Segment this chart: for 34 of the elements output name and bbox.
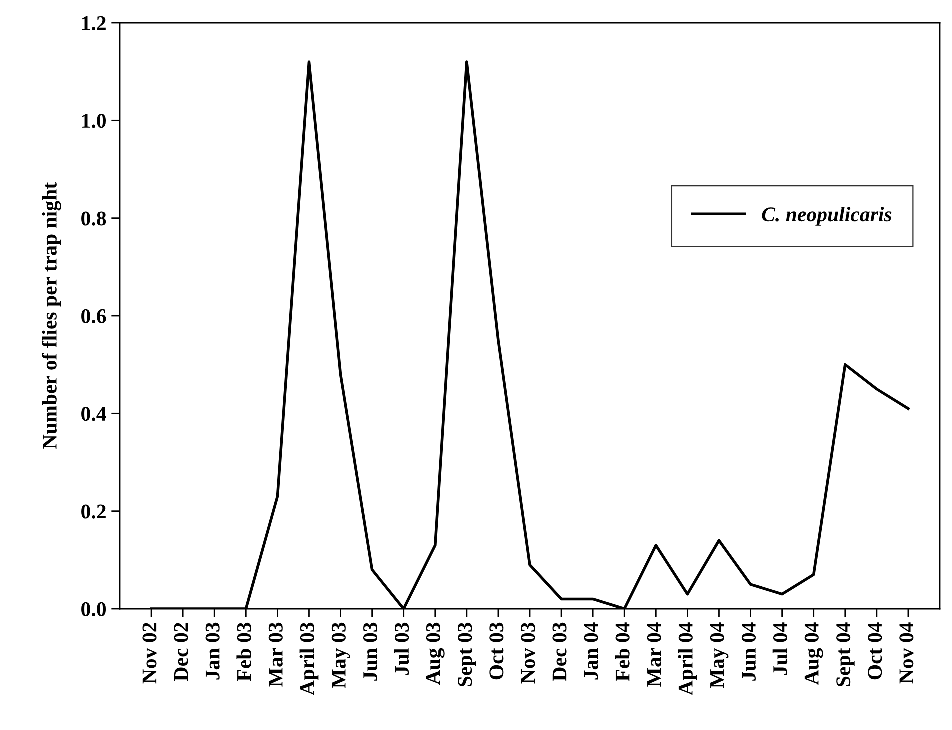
x-tick-label: April 03 — [300, 622, 319, 696]
x-tick-label: Nov 03 — [521, 622, 536, 684]
x-tick-label: Feb 03 — [236, 622, 252, 682]
x-tick-label: Sept 04 — [836, 622, 855, 686]
x-tick-label: Oct 03 — [490, 622, 504, 680]
x-tick-label: Feb 04 — [615, 622, 630, 682]
x-tick-label: Jul 04 — [772, 622, 788, 676]
x-tick-label: Jan 04 — [584, 622, 598, 680]
y-tick-label: 0.8 — [82, 212, 106, 226]
x-tick-label: Nov 02 — [142, 623, 157, 684]
x-tick-label: Jun 03 — [363, 622, 378, 681]
legend-label: C. neopulicaris — [762, 206, 892, 226]
x-tick-label: Oct 04 — [868, 622, 882, 680]
x-tick-label: Aug 03 — [426, 622, 445, 686]
x-tick-label: Nov 04 — [900, 622, 914, 684]
y-tick-label: 0.2 — [82, 504, 106, 519]
x-tick-label: Dec 02 — [174, 623, 188, 682]
x-tick-label: April 04 — [678, 622, 698, 696]
x-tick-label: Jul 03 — [394, 622, 410, 676]
x-tick-label: Jun 04 — [742, 622, 756, 681]
x-tick-label: Mar 03 — [268, 622, 283, 687]
x-tick-label: Sept 03 — [458, 622, 476, 686]
y-tick-label: 0.6 — [82, 309, 106, 324]
y-axis-title: Number of flies per trap night — [42, 182, 62, 450]
x-tick-label: Aug 04 — [804, 622, 824, 686]
x-tick-label: Jan 03 — [206, 622, 220, 680]
y-tick-label: 1.2 — [82, 16, 106, 31]
y-tick-label: 0.0 — [82, 602, 106, 617]
x-tick-label: May 03 — [332, 622, 350, 688]
x-tick-label: Mar 04 — [647, 622, 662, 687]
x-tick-label: May 04 — [710, 622, 729, 688]
x-tick-label: Dec 03 — [552, 622, 567, 682]
y-tick-label: 0.4 — [82, 407, 106, 422]
y-tick-label: 1.0 — [82, 114, 106, 128]
